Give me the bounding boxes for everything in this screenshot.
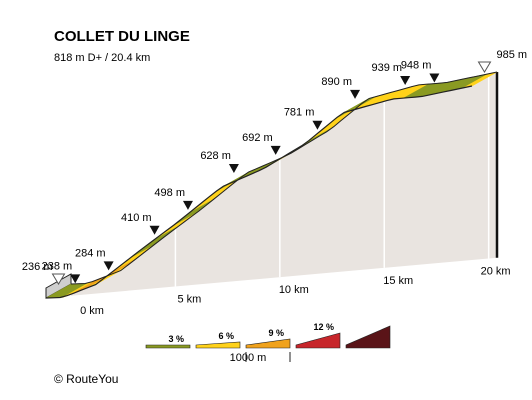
legend-label: 3 % xyxy=(168,334,184,344)
elevation-label: 692 m xyxy=(242,132,273,144)
legend-label: 6 % xyxy=(218,331,234,341)
waypoint-marker xyxy=(228,164,239,174)
legend-swatch xyxy=(145,344,191,349)
elevation-label: 410 m xyxy=(121,212,152,224)
legend-swatch xyxy=(345,325,391,349)
waypoint-marker xyxy=(103,261,114,271)
distance-tick-label: 15 km xyxy=(383,275,413,287)
waypoint-marker xyxy=(429,73,440,83)
legend-swatch xyxy=(245,338,291,349)
elevation-label: 236 m xyxy=(22,261,53,273)
start-marker xyxy=(51,273,66,285)
waypoint-marker xyxy=(270,145,281,155)
legend-swatch xyxy=(195,341,241,349)
distance-ticks: 0 km 5 km 10 km 15 km 20 km xyxy=(80,266,510,318)
elevation-label: 628 m xyxy=(200,150,231,162)
distance-tick-label: 10 km xyxy=(279,284,309,296)
elevation-label: 284 m xyxy=(75,247,106,259)
elevation-label: 948 m xyxy=(401,60,432,72)
waypoint-marker xyxy=(70,274,81,284)
distance-tick-label: 20 km xyxy=(481,266,511,278)
distance-tick-label: 5 km xyxy=(177,294,201,306)
profile-back-edge xyxy=(70,71,498,285)
distance-tick-label: 0 km xyxy=(80,305,104,317)
end-marker xyxy=(477,61,492,73)
chart-subtitle: 818 m D+ / 20.4 km xyxy=(54,52,150,64)
elevation-label: 985 m xyxy=(497,49,528,61)
side-wall-fill xyxy=(71,72,497,296)
waypoint-marker xyxy=(149,225,160,235)
waypoint-marker xyxy=(182,200,193,210)
profile-side-wall xyxy=(45,72,499,299)
elevation-label: 890 m xyxy=(321,76,352,88)
elevation-label: 781 m xyxy=(284,107,315,119)
copyright-notice: © RouteYou xyxy=(54,372,118,386)
profile-front-edge xyxy=(45,85,473,299)
legend-label: 9 % xyxy=(268,328,284,338)
gradient-legend: 1000 m 3 % 6 % 9 % 12 % xyxy=(145,322,391,364)
waypoint-marker xyxy=(400,76,411,86)
legend-label: 12 % xyxy=(313,322,334,332)
waypoint-marker xyxy=(312,120,323,130)
profile-gradient-strip xyxy=(45,71,498,299)
elevation-label: 238 m xyxy=(42,260,73,272)
chart-title: COLLET DU LINGE xyxy=(54,28,190,45)
waypoint-marker xyxy=(350,89,361,99)
legend-scale-label: 1000 m xyxy=(230,352,267,364)
elevation-label: 498 m xyxy=(154,187,185,199)
legend-swatch xyxy=(295,332,341,349)
elevation-label: 939 m xyxy=(372,62,403,74)
